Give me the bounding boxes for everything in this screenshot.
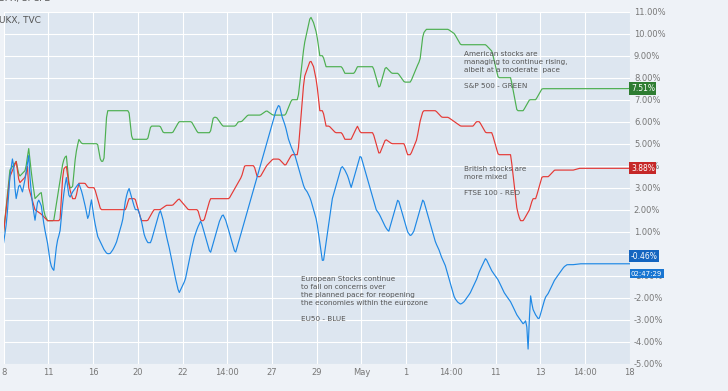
Text: UKX, TVC: UKX, TVC (0, 16, 41, 25)
Text: British stocks are
more mixed

FTSE 100 - RED: British stocks are more mixed FTSE 100 -… (464, 166, 526, 196)
Text: -0.46%: -0.46% (631, 251, 658, 260)
Text: European Stocks continue
to fall on concerns over
the planned pace for reopening: European Stocks continue to fall on conc… (301, 276, 428, 322)
Text: SPX, SPCFD: SPX, SPCFD (0, 0, 51, 3)
Text: American stocks are
managing to continue rising,
albeit at a moderate  pace

S&P: American stocks are managing to continue… (464, 51, 567, 89)
Text: 02:47:29: 02:47:29 (631, 271, 662, 277)
Text: 7.51%: 7.51% (631, 84, 655, 93)
Text: 3.88%: 3.88% (631, 164, 655, 173)
